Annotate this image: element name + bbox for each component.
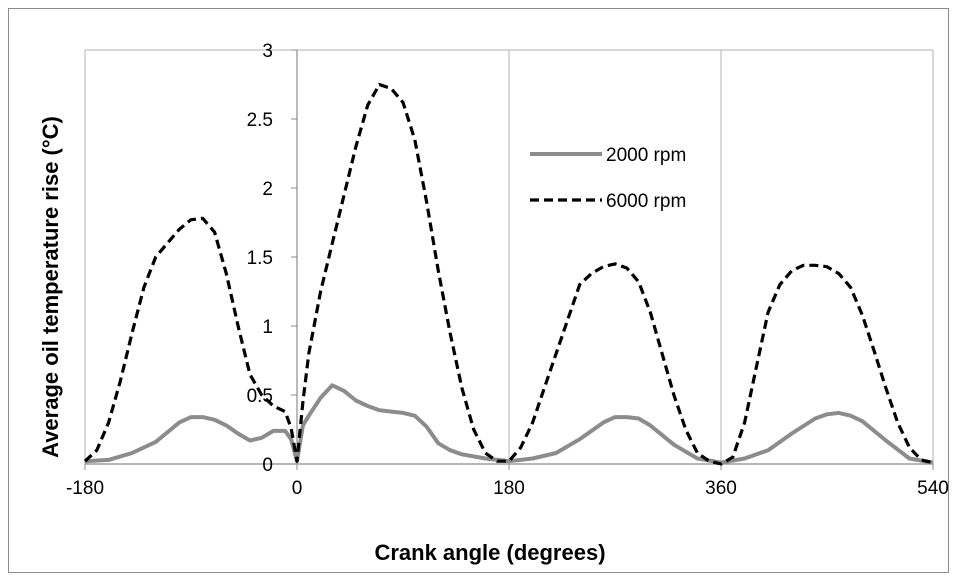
series-line-2000-rpm bbox=[84, 383, 934, 465]
y-axis-title: Average oil temperature rise (°C) bbox=[38, 116, 63, 458]
x-tick-label: 0 bbox=[292, 478, 303, 499]
legend: 2000 rpm 6000 rpm bbox=[530, 145, 686, 212]
x-tick-label: 180 bbox=[493, 478, 525, 499]
y-tick-label: 1.5 bbox=[247, 248, 273, 269]
x-tick-label: -180 bbox=[66, 478, 104, 499]
gridlines bbox=[84, 49, 934, 464]
tick-labels: 0 0.5 1 1.5 2 2.5 3 -180 0 180 360 540 bbox=[66, 41, 949, 499]
x-tick-label: 540 bbox=[917, 478, 949, 499]
y-tick-label: 2 bbox=[262, 179, 273, 200]
x-tick-label: 360 bbox=[705, 478, 737, 499]
y-tick-label: 1 bbox=[262, 317, 273, 338]
x-axis-title: Crank angle (degrees) bbox=[374, 540, 605, 565]
y-tick-label: 2.5 bbox=[247, 110, 273, 131]
y-tick-label: 0.5 bbox=[247, 386, 273, 407]
chart-frame bbox=[8, 8, 949, 573]
legend-label-2000-rpm: 2000 rpm bbox=[606, 145, 686, 166]
y-tick-label: 3 bbox=[262, 41, 273, 62]
series-line-6000-rpm bbox=[83, 82, 934, 466]
axes bbox=[84, 49, 934, 470]
legend-label-6000-rpm: 6000 rpm bbox=[606, 191, 686, 212]
series-lines bbox=[83, 82, 934, 466]
y-tick-label: 0 bbox=[262, 455, 273, 476]
